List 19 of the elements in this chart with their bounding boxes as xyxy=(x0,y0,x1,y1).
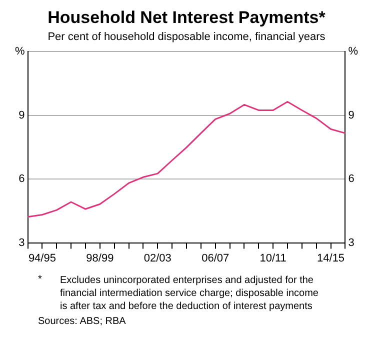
y2-tick-label: 3 xyxy=(348,236,354,249)
x-tick-label: 14/15 xyxy=(317,252,345,264)
text: * xyxy=(38,274,43,287)
text: Excludes unincorporated enterprises and adjusted for the financial intermediation service charge; disposable income is after tax and before the deduction of interest payments xyxy=(60,274,320,313)
x-tick-label: 94/95 xyxy=(28,252,56,264)
x-tick-label: 10/11 xyxy=(260,252,286,264)
y-tick-label: 3 xyxy=(18,236,25,249)
y-tick-label: 6 xyxy=(18,173,25,186)
x-tick-label: 98/99 xyxy=(86,252,114,264)
x-tick-label: 02/03 xyxy=(144,252,172,264)
source-note: Sources: ABS; RBA xyxy=(37,316,127,327)
chart-subtitle: Per cent of household disposable income, financial years xyxy=(48,31,326,44)
y-tick-label: 9 xyxy=(18,109,25,122)
y2-tick-label: % xyxy=(348,46,358,58)
x-tick-label: 06/07 xyxy=(202,252,230,264)
y-tick-label: % xyxy=(15,46,25,58)
y2-tick-label: 9 xyxy=(348,109,354,122)
y2-tick-label: 6 xyxy=(348,173,354,186)
chart-title: Household Net Interest Payments* xyxy=(48,8,326,27)
